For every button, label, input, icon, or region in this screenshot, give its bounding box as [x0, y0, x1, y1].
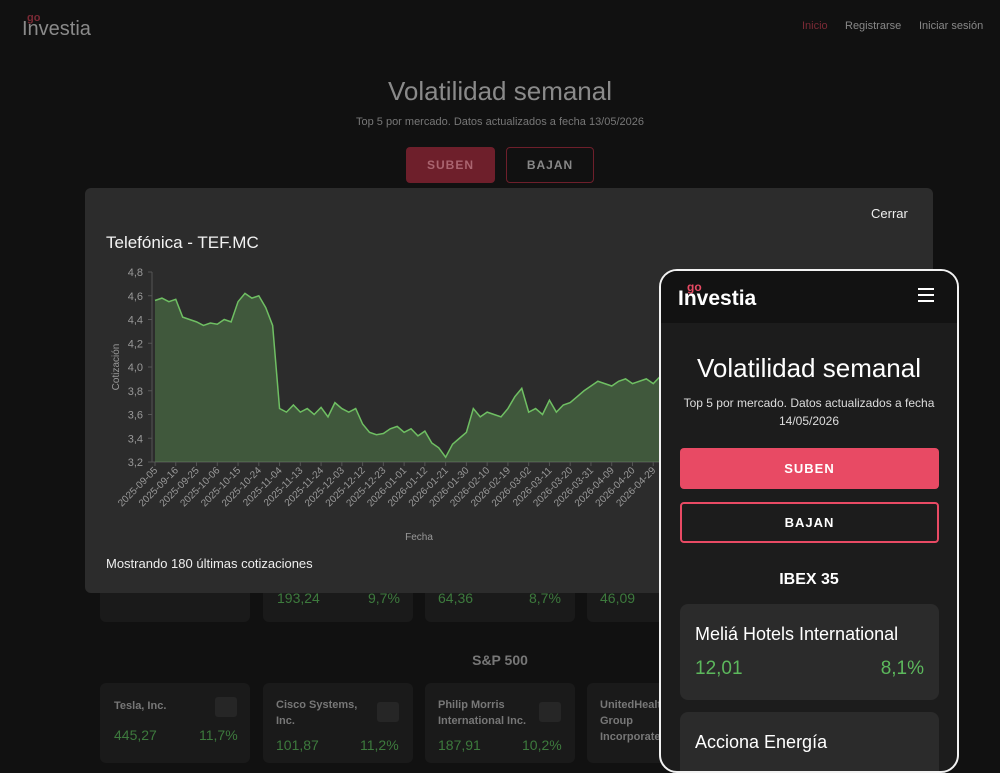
stock-name: Meliá Hotels International: [695, 624, 899, 644]
logo-small: go: [687, 280, 702, 294]
price: 101,87: [276, 737, 319, 753]
y-tick-label: 4,8: [128, 267, 143, 279]
nav-link[interactable]: Registrarse: [845, 20, 902, 32]
y-tick-label: 4,4: [128, 315, 143, 327]
change: 8,1%: [880, 658, 924, 679]
logo[interactable]: Investia: [22, 18, 91, 40]
chart-title: Telefónica - TEF.MC: [106, 233, 259, 252]
price: 64,36: [438, 590, 474, 606]
y-axis-label: Cotización: [111, 344, 122, 391]
chart-icon[interactable]: [215, 697, 237, 717]
close-button[interactable]: Cerrar: [871, 206, 908, 221]
price: 445,27: [114, 727, 157, 743]
line: [154, 292, 696, 459]
change: 11,7%: [199, 727, 238, 743]
button[interactable]: BAJAN: [506, 147, 594, 183]
y-tick-label: 3,6: [128, 410, 143, 422]
change: 9,7%: [368, 590, 400, 606]
button[interactable]: SUBEN: [406, 147, 495, 183]
page-title: Volatilidad semanal: [387, 76, 613, 106]
y-tick-label: 4,6: [128, 291, 143, 303]
stock-name: Cisco Systems, Inc.: [276, 699, 358, 727]
chart-icon[interactable]: [377, 702, 399, 722]
logo-small: go: [27, 12, 41, 24]
phone-header: [661, 271, 957, 323]
area: [155, 293, 695, 462]
nav-link[interactable]: Inicio: [802, 20, 828, 32]
price: 12,01: [695, 658, 743, 679]
y-tick-label: 3,8: [128, 386, 143, 398]
card[interactable]: [680, 604, 939, 700]
price: 46,09: [600, 590, 636, 606]
section-title: S&P 500: [472, 652, 528, 668]
stock-name: Acciona Energía: [695, 732, 828, 752]
y-tick-label: 4,0: [128, 362, 143, 374]
change: 8,7%: [529, 590, 561, 606]
modal-footer: Mostrando 180 últimas cotizaciones: [106, 556, 313, 571]
page-subtitle: Top 5 por mercado. Datos actualizados a …: [355, 116, 645, 128]
change: 11,2%: [360, 737, 399, 753]
y-tick-label: 3,4: [128, 433, 143, 445]
y-tick-label: 4,2: [128, 338, 143, 350]
page-title: Volatilidad semanal: [696, 353, 922, 383]
stock-name: UnitedHealth Group Incorporated: [600, 699, 668, 743]
page: go Investia Inicio Registrarse Iniciar s…: [22, 12, 984, 773]
logo[interactable]: Investia: [678, 287, 757, 310]
button[interactable]: SUBEN: [680, 448, 939, 489]
change: 10,2%: [522, 737, 562, 753]
stock-name: Tesla, Inc.: [114, 700, 167, 712]
phone: go Investia Volatilidad semanal Top 5 po…: [659, 269, 959, 773]
chart-icon[interactable]: [539, 702, 561, 722]
y-tick-label: 3,2: [128, 457, 143, 469]
x-axis-label: Fecha: [405, 532, 433, 543]
menu-button[interactable]: [918, 288, 934, 302]
price: 193,24: [277, 590, 320, 606]
page-subtitle: Top 5 por mercado. Datos actualizados a …: [683, 396, 935, 428]
price: 187,91: [438, 737, 481, 753]
chart: Telefónica - TEF.MC Cotización Fecha 3,2…: [106, 233, 696, 543]
stock-name: Philip Morris International Inc.: [438, 699, 527, 727]
section-title: IBEX 35: [779, 571, 839, 588]
button[interactable]: BAJAN: [680, 502, 939, 543]
nav-link[interactable]: Iniciar sesión: [919, 20, 984, 32]
